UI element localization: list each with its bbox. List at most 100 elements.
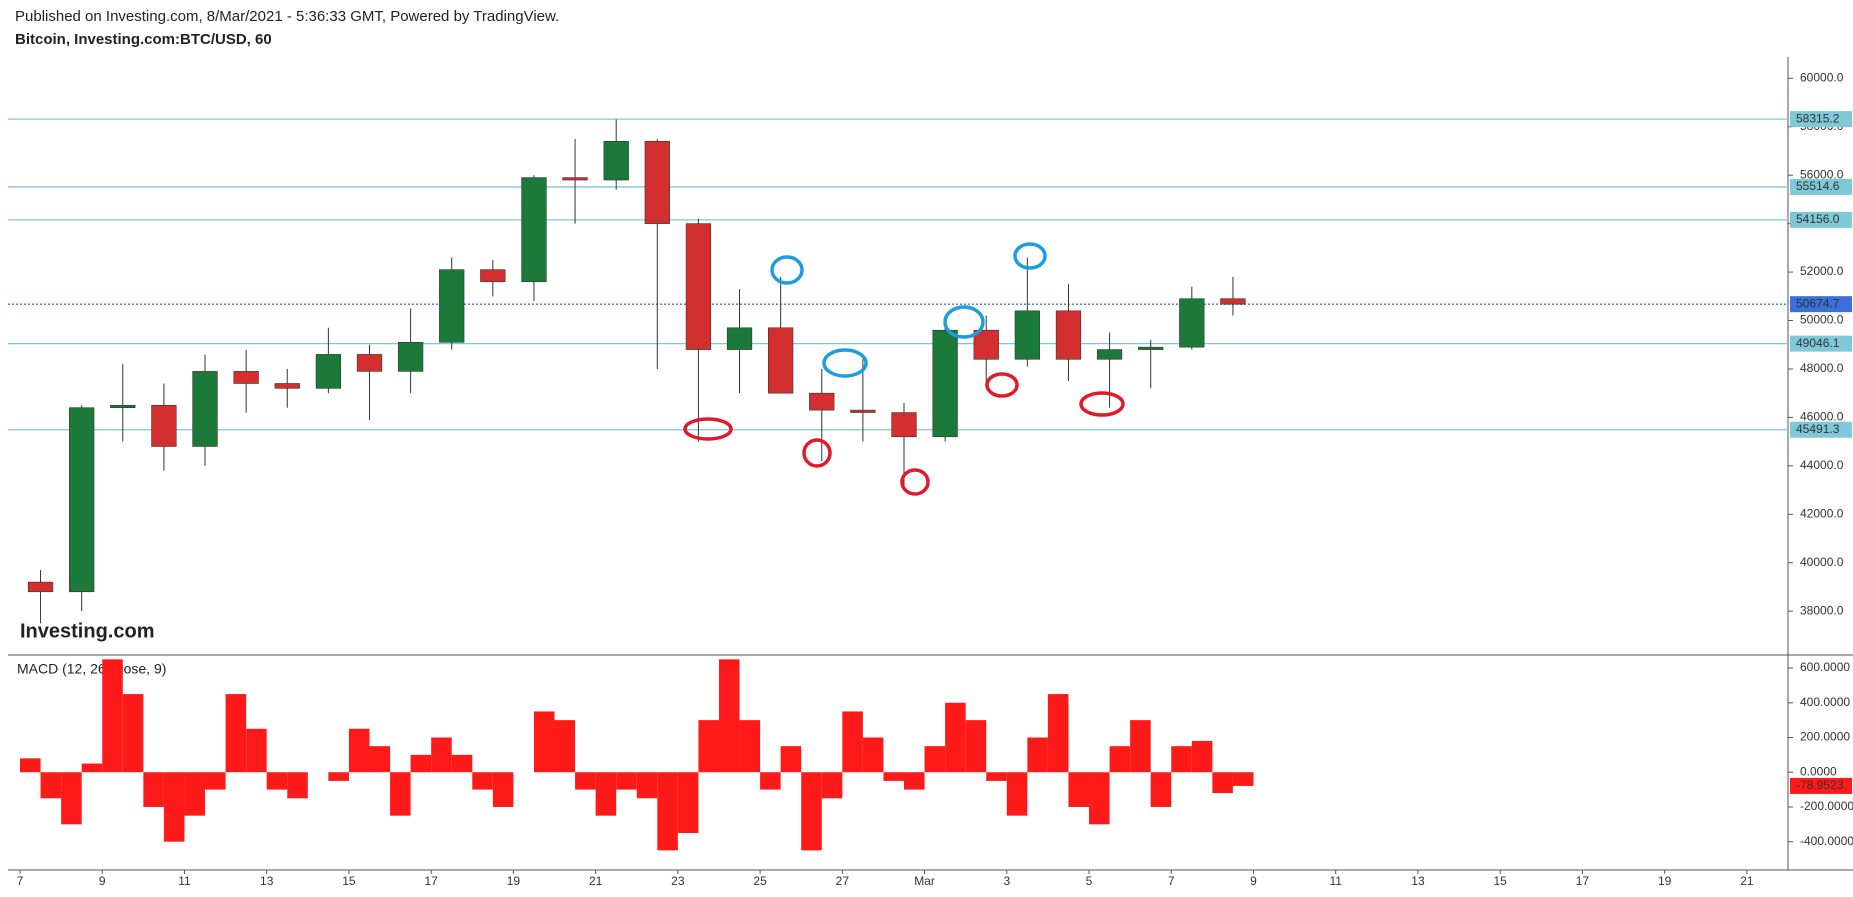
- candle-body: [726, 327, 753, 350]
- histogram-bar: [965, 720, 987, 773]
- y-tick-label: 52000.0: [1800, 264, 1844, 278]
- histogram-bar: [698, 720, 719, 773]
- candle-body: [151, 404, 177, 447]
- x-tick-label: 25: [753, 874, 767, 888]
- candle-body: [1055, 310, 1082, 360]
- histogram-bar: [657, 772, 678, 851]
- candle-body: [809, 392, 835, 411]
- histogram-bar: [1150, 772, 1172, 807]
- candle-body: [397, 342, 424, 372]
- histogram-bar: [842, 711, 863, 773]
- x-tick-label: 15: [1494, 874, 1508, 888]
- x-tick-label: 19: [507, 874, 521, 888]
- level-label: 55514.6: [1796, 179, 1840, 193]
- y-tick-label: 200.0000: [1800, 730, 1850, 744]
- histogram-bar: [184, 772, 206, 816]
- x-tick-label: 9: [99, 874, 106, 888]
- histogram-bar: [102, 659, 123, 773]
- x-tick-label: 11: [178, 874, 191, 888]
- annotation-circle: [1013, 242, 1047, 270]
- x-tick-label: 7: [17, 874, 24, 888]
- histogram-bar: [1047, 694, 1069, 773]
- last-price-label: 50674.7: [1796, 296, 1840, 310]
- histogram-bar: [862, 737, 884, 773]
- y-tick-label: 48000.0: [1800, 361, 1844, 375]
- x-tick-label: 27: [836, 874, 850, 888]
- histogram-bar: [431, 737, 452, 773]
- histogram-bar: [246, 728, 267, 773]
- histogram-bar: [1191, 740, 1213, 773]
- candle-body: [932, 329, 958, 438]
- histogram-bar: [883, 772, 904, 781]
- histogram-bar: [1171, 746, 1192, 773]
- histogram-bar: [718, 659, 740, 773]
- level-label-box: [1790, 211, 1852, 228]
- candle-body: [356, 354, 383, 372]
- x-tick-label: 17: [424, 874, 438, 888]
- histogram-bar: [924, 746, 946, 773]
- level-label: 49046.1: [1796, 336, 1840, 350]
- candle-body: [644, 140, 670, 224]
- y-tick-label: 46000.0: [1800, 410, 1844, 424]
- candle-body: [480, 269, 506, 283]
- histogram-bar: [348, 728, 370, 773]
- annotation-circle: [770, 255, 804, 285]
- candle-body: [1096, 349, 1123, 360]
- indicator-title: MACD (12, 26, close, 9): [17, 661, 166, 677]
- x-tick-label: 21: [1740, 874, 1754, 888]
- y-tick-label: 50000.0: [1800, 313, 1844, 327]
- candle-body: [562, 177, 588, 181]
- candle-body: [973, 329, 999, 360]
- histogram-bar: [369, 746, 391, 773]
- x-tick-label: 17: [1576, 874, 1590, 888]
- candle-body: [603, 140, 629, 181]
- level-label-box: [1790, 111, 1852, 128]
- histogram-bar: [575, 772, 596, 790]
- histogram-bar: [1130, 720, 1151, 773]
- x-tick-label: 19: [1658, 874, 1672, 888]
- histogram-bar: [1068, 772, 1090, 807]
- candle-body: [768, 327, 794, 394]
- y-tick-label: -400.0000: [1800, 834, 1853, 848]
- annotation-circle: [822, 348, 868, 378]
- histogram-bar: [1089, 772, 1110, 825]
- histogram-bar: [595, 772, 617, 816]
- y-tick-label: 0.0000: [1800, 764, 1837, 778]
- histogram-bar: [821, 772, 843, 799]
- y-tick-label: -200.0000: [1800, 799, 1853, 813]
- x-tick-label: 5: [1086, 874, 1093, 888]
- level-label: 58315.2: [1796, 111, 1840, 125]
- y-tick-label: 40000.0: [1800, 555, 1844, 569]
- level-label-box: [1790, 335, 1852, 352]
- annotation-circle: [943, 305, 985, 339]
- y-tick-label: 44000.0: [1800, 458, 1844, 472]
- histogram-bar: [163, 772, 185, 842]
- histogram-bar: [1109, 746, 1131, 773]
- level-label-box: [1790, 178, 1852, 195]
- x-tick-label: 11: [1329, 874, 1342, 888]
- annotation-circle: [683, 417, 733, 441]
- level-label-box: [1790, 421, 1852, 438]
- candle-body: [439, 269, 465, 343]
- level-label: 45491.3: [1796, 422, 1840, 436]
- histogram-bar: [904, 772, 925, 790]
- histogram-bar: [1212, 772, 1233, 794]
- histogram-bar: [492, 772, 514, 807]
- y-tick-label: 60000.0: [1800, 70, 1844, 84]
- symbol-title: Bitcoin, Investing.com:BTC/USD, 60: [15, 31, 272, 48]
- candle-body: [1220, 298, 1246, 305]
- histogram-bar: [143, 772, 164, 807]
- x-tick-label: 7: [1168, 874, 1175, 888]
- histogram-bar: [986, 772, 1007, 781]
- histogram-bar: [1027, 737, 1048, 773]
- histogram-bar: [225, 694, 247, 773]
- histogram-bar: [533, 711, 555, 773]
- x-tick-label: 9: [1250, 874, 1257, 888]
- x-tick-label: 3: [1003, 874, 1010, 888]
- candle-body: [315, 354, 342, 389]
- histogram-bar: [20, 758, 41, 773]
- level-label: 54156.0: [1796, 212, 1840, 226]
- annotation-circle: [900, 468, 930, 496]
- histogram-bar: [554, 720, 576, 773]
- y-tick-label: 600.0000: [1800, 660, 1850, 674]
